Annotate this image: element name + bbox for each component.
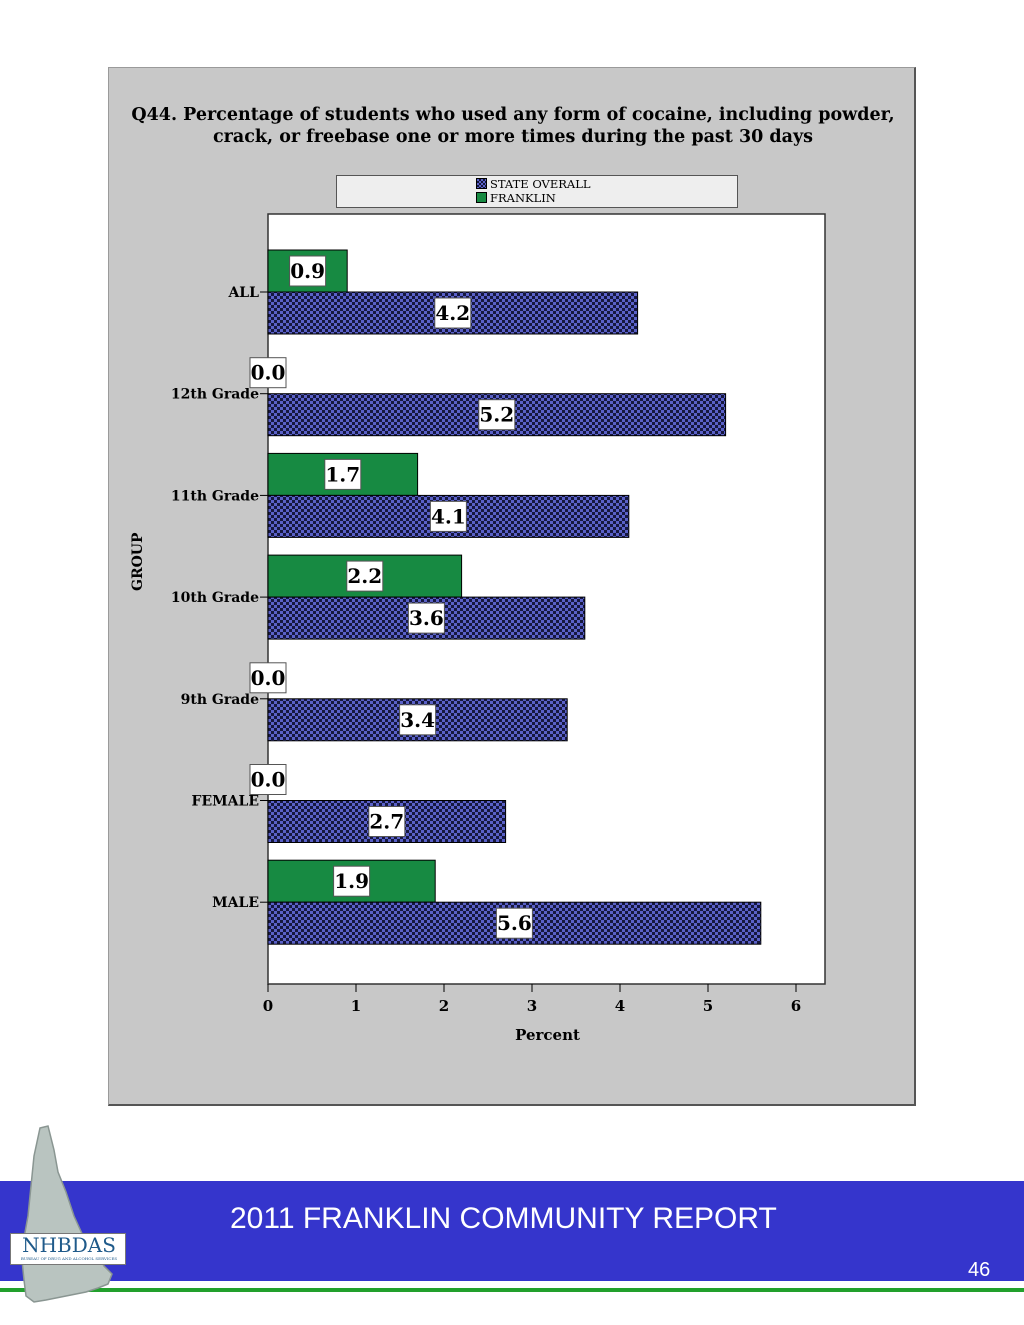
legend-label-franklin: FRANKLIN: [490, 191, 556, 205]
label-franklin-9th-grade: 0.0: [251, 666, 286, 690]
label-state-all-box: [434, 297, 472, 329]
y-axis-title: GROUP: [130, 532, 146, 591]
label-state-male-box: [495, 907, 533, 939]
label-franklin-male: 1.9: [334, 869, 369, 893]
chart-title: Q44. Percentage of students who used any…: [109, 104, 917, 148]
label-franklin-11th-grade: 1.7: [325, 462, 360, 486]
label-franklin-female: 0.0: [251, 768, 286, 792]
label-franklin-male-box: [333, 865, 371, 897]
label-state-9th-grade: 3.4: [400, 708, 435, 732]
x-tick-label-4: 4: [615, 997, 625, 1015]
label-franklin-11th-grade-box: [324, 458, 362, 490]
y-tick-label-10th-grade: 10th Grade: [171, 590, 259, 606]
bar-chart-svg: 0.9 4.2 0.0 5.2 1.7 4.1 2.2 3.6 0.0 3.4 0.0 2.7 1.9 5…: [171, 213, 826, 1015]
logo-text: NHBDAS: [22, 1233, 116, 1257]
label-franklin-9th-grade-box: [249, 662, 287, 694]
label-franklin-all-box: [289, 255, 327, 287]
chart-title-line-1: Q44. Percentage of students who used any…: [131, 105, 895, 125]
legend-label-state: STATE OVERALL: [490, 177, 591, 191]
logo-subtext: BUREAU OF DRUG AND ALCOHOL SERVICES: [20, 1256, 118, 1261]
label-state-all: 4.2: [435, 301, 470, 325]
x-axis-title: Percent: [515, 1026, 580, 1044]
label-franklin-12th-grade: 0.0: [251, 361, 286, 385]
label-franklin-12th-grade-box: [249, 357, 287, 389]
page-number: 46: [968, 1259, 991, 1281]
axis-layer: ALL 12th Grade 11th Grade 10th Grade 9th Gra…: [171, 285, 801, 1015]
y-tick-label-9th-grade: 9th Grade: [181, 692, 259, 708]
footer-band: [0, 1181, 1024, 1281]
x-tick-label-6: 6: [791, 997, 801, 1015]
x-tick-label-2: 2: [439, 997, 449, 1015]
legend-swatch-franklin: [476, 192, 487, 203]
label-franklin-female-box: [249, 764, 287, 795]
report-title: 2011 FRANKLIN COMMUNITY REPORT: [230, 1202, 777, 1235]
bars-layer: 0.9 4.2 0.0 5.2 1.7 4.1 2.2 3.6 0.0 3.4 0.0 2.7 1.9 5…: [249, 249, 762, 945]
label-state-12th-grade-box: [478, 399, 516, 431]
label-state-female: 2.7: [369, 810, 404, 834]
label-state-11th-grade: 4.1: [431, 504, 466, 528]
x-tick-label-3: 3: [527, 997, 537, 1015]
x-tick-label-1: 1: [351, 997, 361, 1015]
label-franklin-10th-grade: 2.2: [347, 564, 382, 588]
nhbdas-logo: NHBDAS BUREAU OF DRUG AND ALCOHOL SERVIC…: [10, 1233, 126, 1265]
label-franklin-10th-grade-box: [346, 560, 384, 592]
chart-title-line-2: crack, or freebase one or more times dur…: [213, 127, 813, 147]
label-state-9th-grade-box: [399, 704, 437, 736]
chart-legend: STATE OVERALL FRANKLIN: [336, 175, 738, 208]
y-tick-label-all: ALL: [227, 285, 259, 301]
label-franklin-all: 0.9: [290, 259, 325, 283]
chart-panel: Q44. Percentage of students who used any…: [108, 67, 916, 1106]
label-state-female-box: [368, 806, 406, 837]
footer-divider-line: [0, 1288, 1024, 1292]
x-tick-label-0: 0: [263, 997, 273, 1015]
y-tick-label-male: MALE: [212, 895, 259, 911]
x-tick-label-5: 5: [703, 997, 713, 1015]
label-state-11th-grade-box: [429, 500, 467, 532]
label-state-12th-grade: 5.2: [479, 403, 514, 427]
label-state-male: 5.6: [497, 911, 532, 935]
legend-swatch-state: [476, 178, 487, 189]
legend-entry-franklin: FRANKLIN: [476, 192, 556, 205]
new-hampshire-map-icon: [21, 1125, 113, 1303]
y-tick-label-11th-grade: 11th Grade: [171, 488, 259, 504]
y-tick-label-12th-grade: 12th Grade: [171, 387, 259, 403]
label-state-10th-grade: 3.6: [409, 606, 444, 630]
y-tick-label-female: FEMALE: [192, 794, 259, 810]
label-state-10th-grade-box: [407, 602, 445, 634]
legend-entry-state: STATE OVERALL: [476, 178, 590, 191]
